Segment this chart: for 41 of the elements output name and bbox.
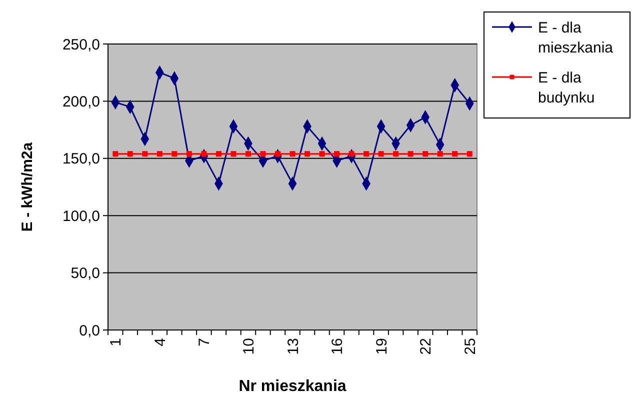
point [230,151,236,157]
point [142,151,148,157]
point [127,151,133,157]
point [172,151,178,157]
y-tick-label: 100,0 [62,208,100,225]
point [408,151,414,157]
point [260,151,266,157]
y-tick-label: 150,0 [62,150,100,168]
point [156,151,162,157]
x-tick-label: 19 [373,338,390,355]
y-axis-title: E - kWh/m2a [19,142,36,232]
point [112,151,118,157]
point [304,151,310,157]
point [245,151,251,157]
x-tick-label: 10 [240,338,258,355]
point [466,151,472,157]
point [364,151,370,157]
point [393,151,399,157]
point [334,151,340,157]
y-tick-label: 0,0 [79,322,100,340]
x-tick-label: 4 [152,338,169,346]
x-axis-title: Nr mieszkania [238,378,346,395]
point [290,151,296,157]
x-tick-label: 1 [108,338,125,346]
y-tick-label: 50,0 [70,265,100,282]
point [216,151,222,157]
y-tick-label: 250,0 [62,36,100,54]
point [452,151,458,157]
x-tick-label: 25 [462,338,479,355]
x-tick-label: 16 [329,338,346,355]
y-tick-label: 200,0 [62,93,100,110]
point [186,151,192,157]
point [319,151,325,157]
point [378,151,384,157]
x-tick-label: 13 [284,338,302,355]
legend-label: E - dla budynku [538,69,595,106]
point [437,151,443,157]
x-tick-label: 7 [196,338,214,346]
point [422,151,428,157]
legend-label: E - dla mieszkania [538,19,614,56]
x-tick-label: 22 [418,338,435,355]
